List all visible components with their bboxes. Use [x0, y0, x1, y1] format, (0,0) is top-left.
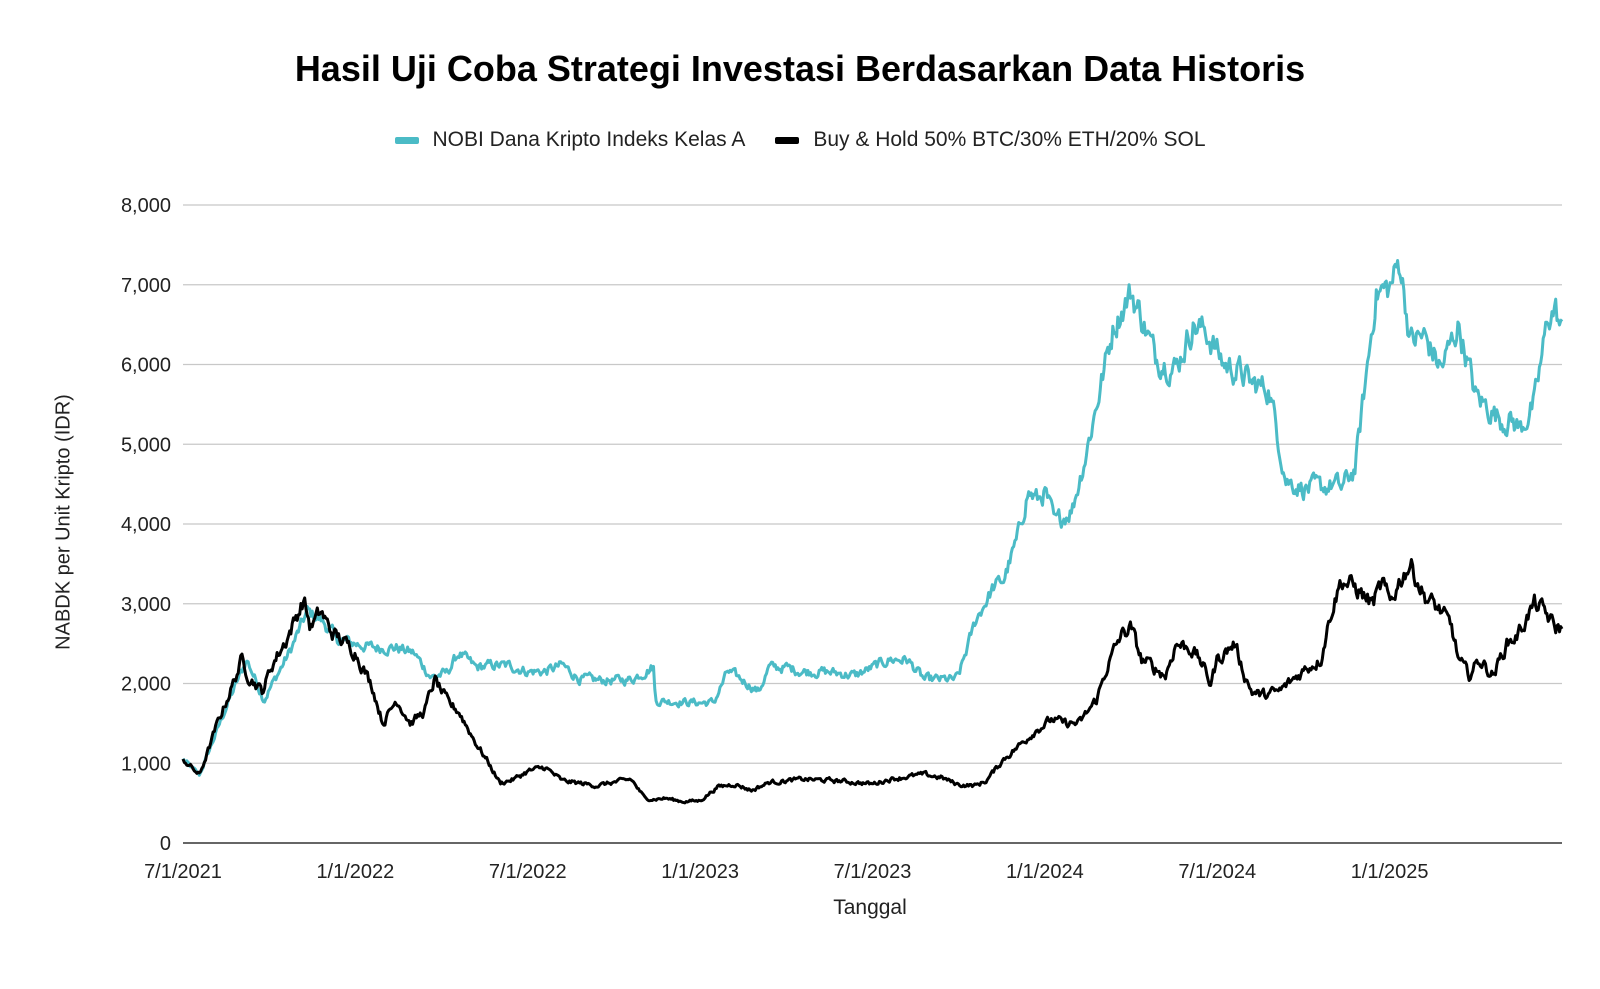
- y-tick-label: 8,000: [121, 195, 171, 217]
- y-tick-label: 6,000: [121, 355, 171, 377]
- y-axis-title: NABDK per Unit Kripto (IDR): [52, 394, 75, 650]
- legend-swatch-nobi: [394, 136, 419, 144]
- legend: NOBI Dana Kripto Indeks Kelas A Buy & Ho…: [0, 128, 1600, 152]
- y-tick-label: 3,000: [121, 594, 171, 616]
- y-tick-label: 0: [160, 833, 171, 855]
- y-tick-label: 1,000: [121, 753, 171, 775]
- x-tick-label: 1/1/2022: [316, 861, 394, 883]
- legend-item-nobi[interactable]: NOBI Dana Kripto Indeks Kelas A: [394, 128, 746, 152]
- x-tick-label: 1/1/2023: [661, 861, 739, 883]
- chart-title: Hasil Uji Coba Strategi Investasi Berdas…: [294, 48, 1306, 89]
- x-axis-title: Tanggal: [833, 896, 907, 919]
- x-tick-label: 7/1/2022: [489, 861, 567, 883]
- x-tick-label: 7/1/2023: [834, 861, 912, 883]
- y-tick-label: 2,000: [121, 674, 171, 696]
- x-tick-label: 1/1/2024: [1006, 861, 1084, 883]
- legend-label-buy-hold: Buy & Hold 50% BTC/30% ETH/20% SOL: [813, 128, 1206, 151]
- legend-item-buy-hold[interactable]: Buy & Hold 50% BTC/30% ETH/20% SOL: [775, 128, 1206, 152]
- legend-swatch-buy-hold: [775, 136, 800, 144]
- y-tick-label: 5,000: [121, 434, 171, 456]
- x-tick-label: 7/1/2021: [144, 861, 222, 883]
- legend-label-nobi: NOBI Dana Kripto Indeks Kelas A: [432, 128, 746, 151]
- series-line-nobi: [181, 259, 1564, 777]
- x-tick-label: 1/1/2025: [1351, 861, 1429, 883]
- x-tick-label: 7/1/2024: [1178, 861, 1256, 883]
- y-tick-label: 4,000: [121, 514, 171, 536]
- series-line-buy-hold: [181, 558, 1564, 805]
- y-tick-label: 7,000: [121, 275, 171, 297]
